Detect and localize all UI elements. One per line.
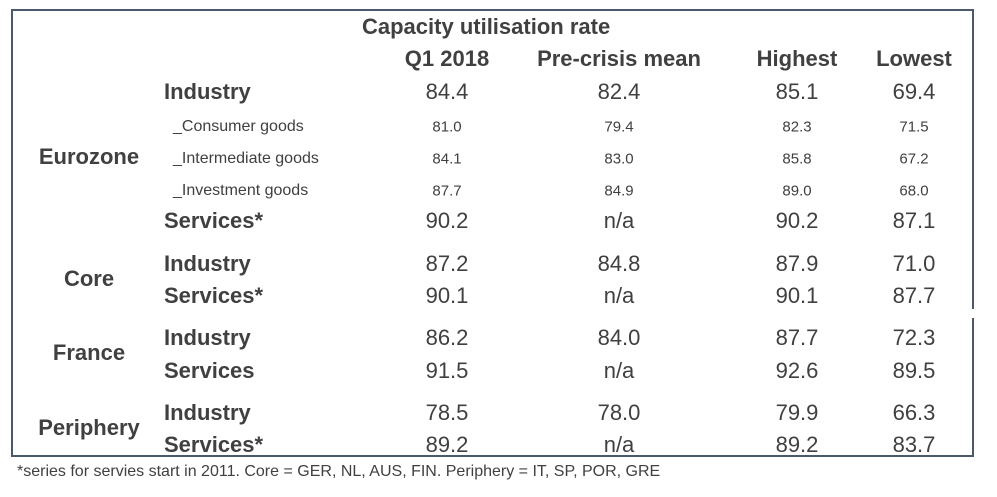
table-cell: 85.1 xyxy=(775,79,819,104)
table-cell: 90.1 xyxy=(775,283,819,308)
table-cell: 79.9 xyxy=(775,400,819,425)
table-cell: 87.7 xyxy=(432,182,462,200)
row-label: Services* xyxy=(164,432,264,457)
footnote: *series for servies start in 2011. Core … xyxy=(17,463,661,480)
table-right-border xyxy=(972,9,974,309)
column-header-lowest: Lowest xyxy=(876,46,952,71)
table-cell: 78.0 xyxy=(597,400,641,425)
row-label: Industry xyxy=(164,325,251,350)
table-cell: 71.0 xyxy=(892,251,936,276)
table-cell: 84.8 xyxy=(597,251,641,276)
table-cell: 82.3 xyxy=(782,118,812,136)
row-label: Services* xyxy=(164,283,264,308)
row-label: _Investment goods xyxy=(173,182,309,199)
table-frame xyxy=(11,9,974,457)
table-cell: 87.1 xyxy=(892,208,936,233)
region-label-france: France xyxy=(52,340,126,365)
table-cell: 71.5 xyxy=(899,118,929,136)
column-header-q1-2018: Q1 2018 xyxy=(404,46,490,71)
table-cell: n/a xyxy=(603,358,635,383)
table-cell: n/a xyxy=(603,432,635,457)
row-label: Services xyxy=(164,358,255,383)
table-cell: 89.2 xyxy=(775,432,819,457)
table-cell: 92.6 xyxy=(775,358,819,383)
table-cell: 69.4 xyxy=(892,79,936,104)
table-cell: 86.2 xyxy=(425,325,469,350)
table-cell: n/a xyxy=(603,283,635,308)
row-label: Industry xyxy=(164,400,251,425)
column-header-pre-crisis-mean: Pre-crisis mean xyxy=(537,46,701,71)
table-cell: 68.0 xyxy=(899,182,929,200)
table-cell: 78.5 xyxy=(425,400,469,425)
region-label-core: Core xyxy=(63,266,115,291)
table-cell: 89.5 xyxy=(892,358,936,383)
table-cell: n/a xyxy=(603,208,635,233)
table-cell: 90.2 xyxy=(425,208,469,233)
table-cell: 90.2 xyxy=(775,208,819,233)
table-cell: 79.4 xyxy=(604,118,634,136)
table-cell: 84.4 xyxy=(425,79,469,104)
region-label-eurozone: Eurozone xyxy=(38,144,140,169)
table-cell: 87.2 xyxy=(425,251,469,276)
table-cell: 83.7 xyxy=(892,432,936,457)
table-cell: 67.2 xyxy=(899,150,929,168)
table-cell: 83.0 xyxy=(604,150,634,168)
row-label: Industry xyxy=(164,79,251,104)
table-cell: 85.8 xyxy=(782,150,812,168)
table-cell: 87.9 xyxy=(775,251,819,276)
table-cell: 84.0 xyxy=(597,325,641,350)
table-title: Capacity utilisation rate xyxy=(362,14,611,39)
row-label: _Consumer goods xyxy=(173,118,304,135)
table-cell: 84.1 xyxy=(432,150,462,168)
column-header-highest: Highest xyxy=(756,46,838,71)
table-cell: 72.3 xyxy=(892,325,936,350)
region-label-periphery: Periphery xyxy=(38,415,140,440)
table-right-border-lower xyxy=(972,318,974,457)
table-cell: 89.0 xyxy=(782,182,812,200)
table-cell: 87.7 xyxy=(775,325,819,350)
table-cell: 87.7 xyxy=(892,283,936,308)
table-cell: 81.0 xyxy=(432,118,462,136)
table-cell: 91.5 xyxy=(425,358,469,383)
table-cell: 84.9 xyxy=(604,182,634,200)
row-label: Industry xyxy=(164,251,251,276)
table-cell: 82.4 xyxy=(597,79,641,104)
table-cell: 90.1 xyxy=(425,283,469,308)
row-label: Services* xyxy=(164,208,264,233)
row-label: _Intermediate goods xyxy=(173,150,319,167)
table-cell: 66.3 xyxy=(892,400,936,425)
table-cell: 89.2 xyxy=(425,432,469,457)
